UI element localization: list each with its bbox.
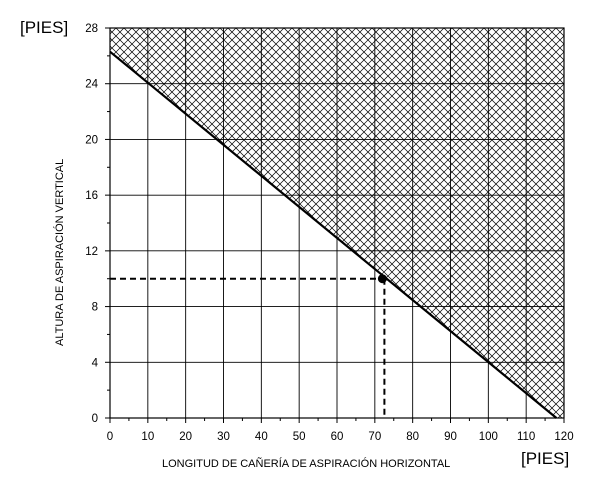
y-tick-label: 0 xyxy=(92,413,98,425)
x-tick-label: 100 xyxy=(479,431,498,443)
x-tick-label: 90 xyxy=(444,431,457,443)
y-axis-title: ALTURA DE ASPIRACIÓN VERTICAL xyxy=(54,158,66,346)
example-guides xyxy=(110,277,386,418)
y-tick-label: 24 xyxy=(85,79,98,91)
x-tick-label: 40 xyxy=(255,431,268,443)
example-point xyxy=(377,274,387,284)
x-unit-label: [PIES] xyxy=(521,449,570,468)
x-tick-label: 20 xyxy=(179,431,192,443)
x-tick-label: 30 xyxy=(217,431,230,443)
y-unit-label: [PIES] xyxy=(20,18,69,37)
y-tick-label: 20 xyxy=(85,134,98,146)
x-tick-label: 60 xyxy=(331,431,344,443)
x-tick-label: 0 xyxy=(107,431,113,443)
x-tick-label: 70 xyxy=(368,431,381,443)
x-axis-title: LONGITUD DE CAÑERÍA DE ASPIRACIÓN HORIZO… xyxy=(162,458,451,470)
grid xyxy=(110,28,564,418)
y-tick-label: 12 xyxy=(85,246,98,258)
x-tick-label: 120 xyxy=(554,431,573,443)
x-tick-label: 110 xyxy=(517,431,535,443)
x-axis-ticks: 0 10 20 30 40 50 60 70 80 90 100 110 120 xyxy=(107,418,574,443)
limit-line xyxy=(109,50,558,419)
x-tick-label: 10 xyxy=(141,431,154,443)
x-tick-label: 80 xyxy=(406,431,419,443)
y-tick-label: 16 xyxy=(85,190,98,202)
y-tick-label: 8 xyxy=(92,302,98,314)
x-tick-label: 50 xyxy=(293,431,306,443)
y-tick-label: 28 xyxy=(85,23,98,35)
y-tick-label: 4 xyxy=(92,357,99,369)
y-axis-ticks: 0 4 8 12 16 20 24 28 xyxy=(85,23,110,425)
